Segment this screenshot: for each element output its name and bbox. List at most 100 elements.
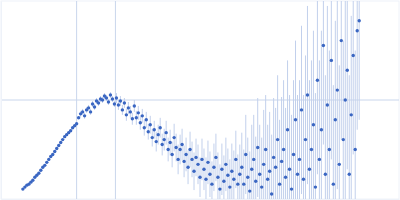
point xyxy=(252,158,255,161)
point xyxy=(356,29,359,32)
point xyxy=(162,138,165,141)
error-bar xyxy=(265,95,266,199)
point xyxy=(246,176,249,179)
point xyxy=(47,158,50,161)
point xyxy=(344,98,347,101)
point xyxy=(111,97,114,100)
point xyxy=(272,156,275,159)
point xyxy=(192,170,195,173)
point xyxy=(354,148,357,151)
point xyxy=(153,128,156,131)
point xyxy=(43,164,46,167)
point xyxy=(328,148,331,151)
point xyxy=(105,96,108,99)
point xyxy=(358,19,361,22)
point xyxy=(97,101,100,104)
error-bar xyxy=(315,93,316,199)
point xyxy=(190,158,193,161)
point xyxy=(214,156,217,159)
point xyxy=(113,102,116,105)
error-bar xyxy=(259,125,260,199)
point xyxy=(137,111,140,114)
point xyxy=(131,117,134,120)
error-bar xyxy=(255,137,256,199)
error-bar xyxy=(351,16,352,199)
error-bar xyxy=(353,1,354,154)
point xyxy=(198,176,201,179)
error-bar xyxy=(263,110,264,199)
point xyxy=(234,158,237,161)
point xyxy=(202,168,205,171)
error-bar xyxy=(291,115,292,199)
point xyxy=(312,123,315,126)
point xyxy=(224,163,227,166)
point xyxy=(121,108,124,111)
point xyxy=(200,158,203,161)
point xyxy=(107,100,110,103)
error-bar xyxy=(339,65,340,199)
point xyxy=(188,148,191,151)
error-bar xyxy=(261,138,262,199)
point xyxy=(174,146,177,149)
point xyxy=(238,173,241,176)
point xyxy=(206,161,209,164)
point xyxy=(350,113,353,116)
error-bar xyxy=(279,120,280,199)
axis-line xyxy=(2,199,400,200)
y-axis xyxy=(1,2,3,200)
point xyxy=(170,153,173,156)
error-bar xyxy=(317,1,318,174)
point xyxy=(340,39,343,42)
point xyxy=(180,143,183,146)
point xyxy=(159,126,162,129)
point xyxy=(166,148,169,151)
point xyxy=(226,174,229,177)
error-bar xyxy=(293,80,294,199)
point xyxy=(45,161,48,164)
point xyxy=(314,185,317,188)
axis-line xyxy=(1,2,2,200)
point xyxy=(182,160,185,163)
error-bar xyxy=(323,1,324,145)
chart xyxy=(0,0,400,200)
point xyxy=(59,141,62,144)
point xyxy=(157,133,160,136)
error-bar xyxy=(233,150,234,199)
point xyxy=(51,153,54,156)
point xyxy=(336,88,339,91)
point xyxy=(232,178,235,181)
point xyxy=(123,101,126,104)
point xyxy=(244,153,247,156)
point xyxy=(125,113,128,116)
point xyxy=(212,166,215,169)
error-bar xyxy=(271,135,272,199)
point xyxy=(143,126,146,129)
point xyxy=(87,106,90,109)
point xyxy=(284,176,287,179)
point xyxy=(151,136,154,139)
point xyxy=(264,148,267,151)
point xyxy=(274,166,277,169)
point xyxy=(139,121,142,124)
point xyxy=(184,153,187,156)
point xyxy=(260,185,263,188)
point xyxy=(316,79,319,82)
error-bar xyxy=(251,125,252,199)
error-bar xyxy=(313,31,314,199)
error-bar xyxy=(355,51,356,200)
error-bar xyxy=(359,1,360,120)
error-bar xyxy=(349,75,350,199)
plot-area xyxy=(21,1,361,199)
point xyxy=(236,182,239,185)
point xyxy=(306,93,309,96)
error-bar xyxy=(269,112,270,199)
point xyxy=(208,173,211,176)
error-bar xyxy=(275,108,276,199)
point xyxy=(196,163,199,166)
point xyxy=(149,123,152,126)
error-bar xyxy=(289,95,290,199)
point xyxy=(294,118,297,121)
point xyxy=(109,93,112,96)
error-bar xyxy=(283,80,284,199)
point xyxy=(262,163,265,166)
